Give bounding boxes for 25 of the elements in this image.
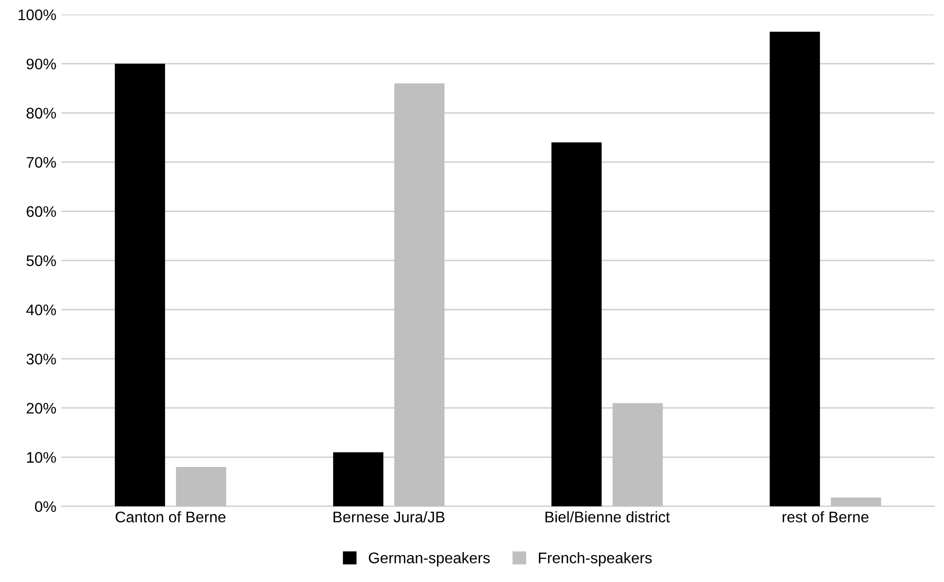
- bar: [551, 142, 602, 506]
- x-tick-label: Canton of Berne: [116, 511, 226, 522]
- x-tick-label: Bernese Jura/JB: [334, 511, 444, 522]
- bar: [830, 497, 882, 506]
- y-tick-label: 40%: [26, 304, 56, 316]
- bar: [333, 452, 384, 506]
- y-tick-label: 0%: [35, 501, 56, 512]
- y-tick-label: 30%: [26, 354, 56, 364]
- bar: [612, 403, 663, 506]
- y-tick-label: 90%: [26, 58, 56, 70]
- y-tick-label: 20%: [26, 402, 56, 414]
- y-tick-label: 100%: [18, 9, 56, 20]
- legend-label: German-speakers: [368, 552, 490, 566]
- bar: [770, 32, 820, 506]
- bar: [114, 64, 166, 506]
- legend-label: French-speakers: [538, 552, 652, 566]
- bar: [394, 83, 444, 506]
- y-tick-label: 70%: [26, 156, 56, 168]
- bar: [176, 466, 226, 506]
- y-tick-label: 10%: [27, 452, 56, 463]
- y-tick-label: 60%: [26, 206, 56, 217]
- y-tick-label: 50%: [26, 255, 56, 266]
- x-tick-label: Biel/Bienne district: [546, 511, 670, 522]
- y-tick-label: 80%: [26, 108, 56, 119]
- x-tick-label: rest of Berne: [782, 511, 868, 522]
